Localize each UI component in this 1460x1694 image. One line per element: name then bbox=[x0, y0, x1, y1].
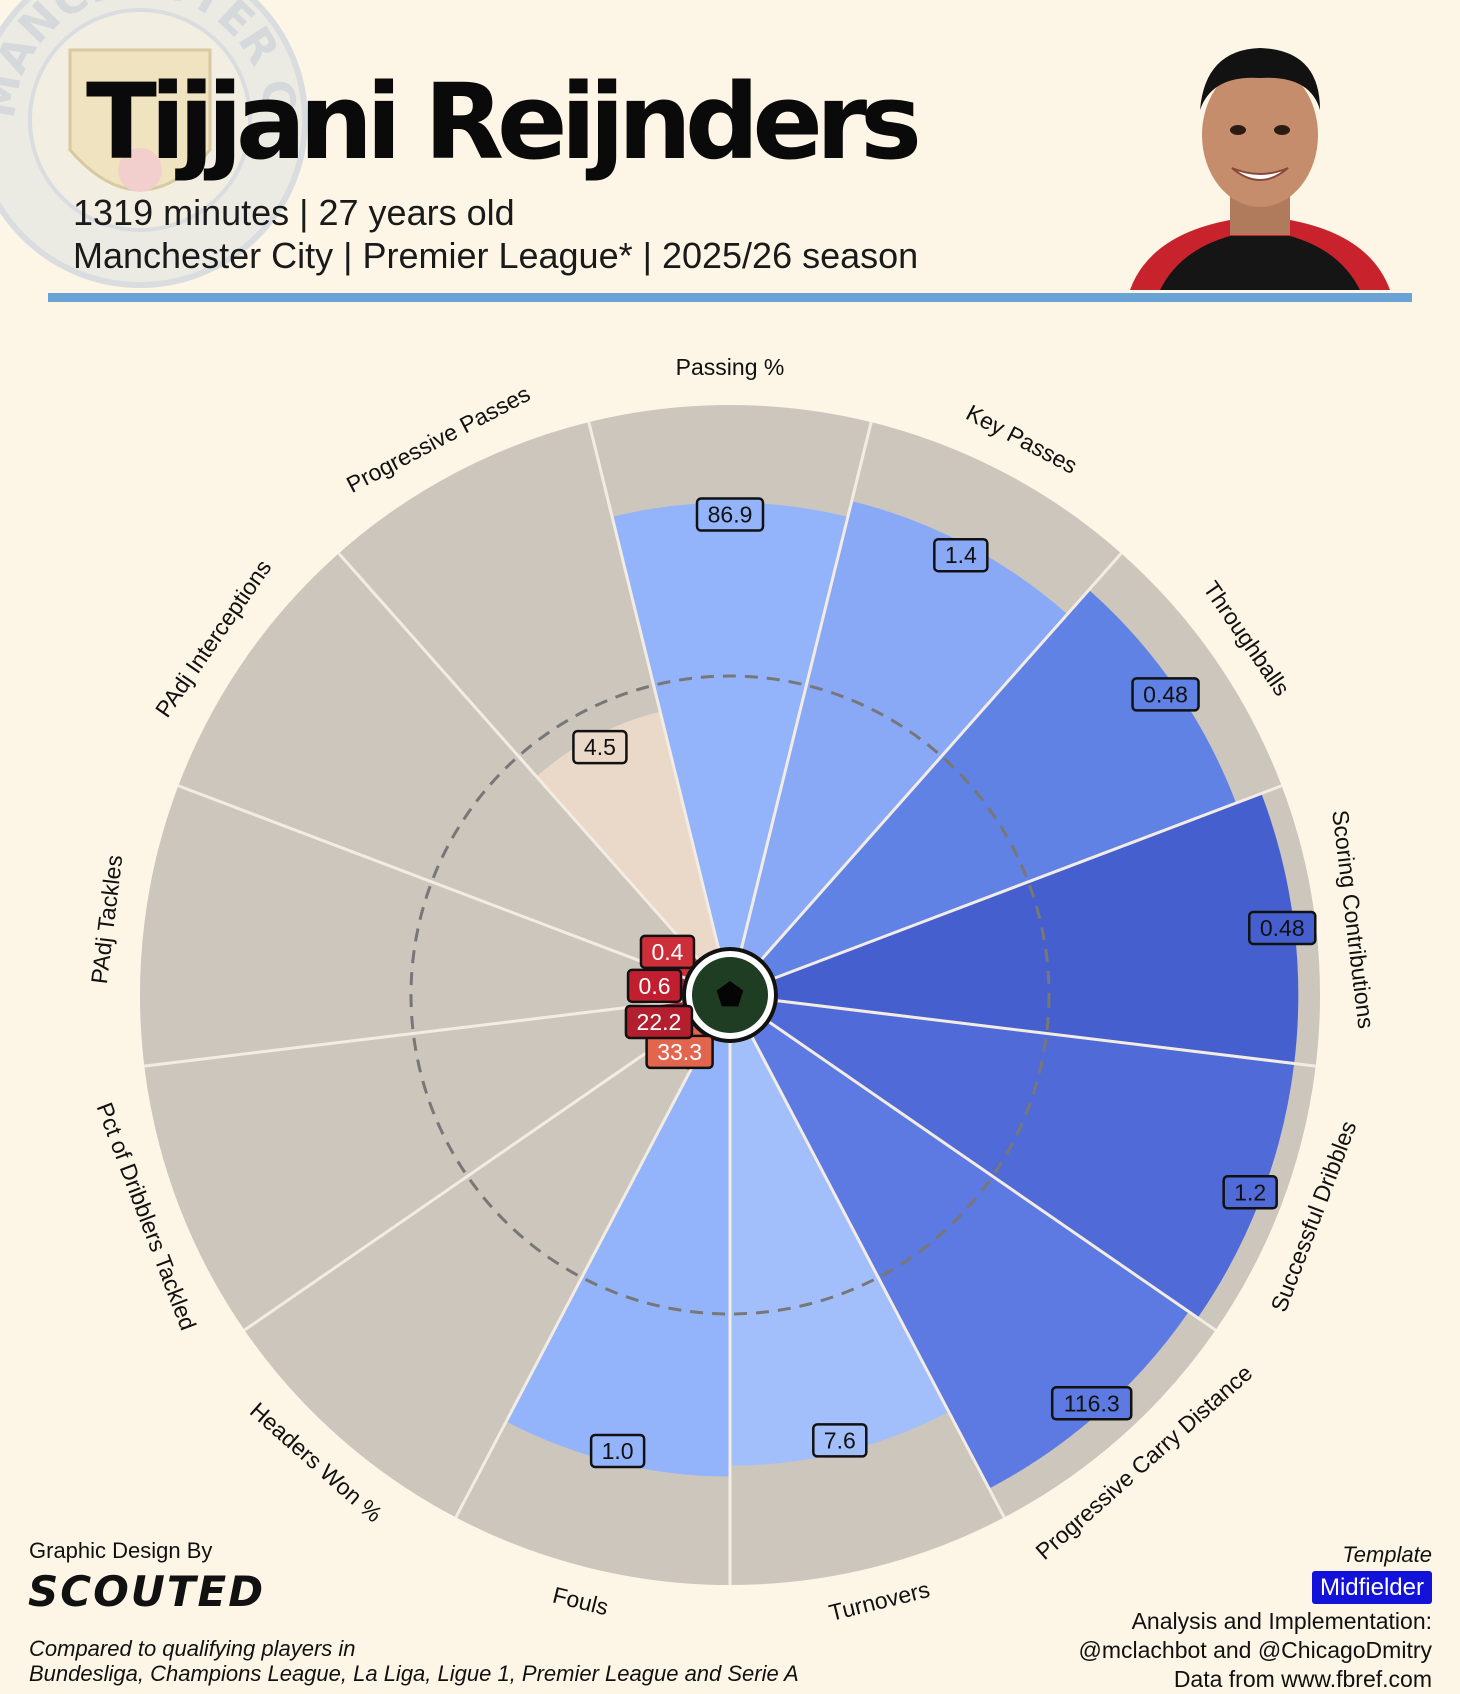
value-box-progressive-passes: 4.5 bbox=[572, 729, 628, 765]
comparison-note-line2: Bundesliga, Champions League, La Liga, L… bbox=[29, 1661, 799, 1686]
slice-separator bbox=[144, 999, 683, 1068]
value-label-padj-interceptions: 0.4 bbox=[651, 939, 683, 965]
value-box-padj-interceptions: 0.4 bbox=[639, 934, 696, 970]
value-label-progressive-carry-distance: 116.3 bbox=[1064, 1390, 1120, 1416]
slice-separator bbox=[337, 552, 700, 961]
value-box-frame bbox=[626, 968, 683, 1004]
data-source: Data from www.fbref.com bbox=[1173, 1666, 1432, 1692]
metric-label-fouls: Fouls bbox=[550, 1582, 611, 1621]
design-credit: Graphic Design By bbox=[29, 1538, 213, 1563]
slice-value-layer bbox=[506, 501, 1299, 1489]
value-box-layer: 86.9 1.4 0.48 0.48 1.2 116.3 7.6 1.0 33.3 22.2 0.6… bbox=[572, 497, 1317, 1469]
slice-separator bbox=[768, 1021, 1217, 1332]
slice-value-fouls bbox=[506, 1037, 730, 1477]
value-box-passing: 86.9 bbox=[695, 497, 765, 532]
slice-value-progressive-carry-distance bbox=[752, 1022, 1189, 1489]
value-label-passing: 86.9 bbox=[708, 502, 753, 528]
slice-background-padj-interceptions bbox=[178, 553, 699, 978]
value-label-progressive-passes: 4.5 bbox=[584, 734, 616, 760]
template-badge: Midfielder bbox=[1311, 1571, 1432, 1604]
slice-separator bbox=[774, 784, 1283, 980]
slice-background-padj-tackles bbox=[140, 785, 686, 1067]
value-box-frame bbox=[1222, 1175, 1278, 1210]
value-box-frame bbox=[933, 537, 989, 573]
slice-value-key-passes bbox=[741, 501, 1068, 960]
metric-label-passing: Passing % bbox=[676, 354, 785, 380]
scouted-logo: SCOUTED bbox=[28, 1567, 266, 1616]
metric-label-padj-tackles: PAdj Tackles bbox=[86, 853, 127, 985]
credits-block: Template Midfielder Analysis and Impleme… bbox=[1078, 1540, 1433, 1694]
value-box-successful-dribbles: 1.2 bbox=[1222, 1175, 1278, 1210]
value-box-progressive-carry-distance: 116.3 bbox=[1050, 1386, 1133, 1421]
value-box-frame bbox=[1131, 677, 1200, 712]
club-crest-watermark: MANCHESTER CITY bbox=[0, 0, 308, 288]
template-label: Template bbox=[1342, 1542, 1432, 1567]
slice-separator bbox=[243, 1021, 692, 1332]
slice-separator-layer bbox=[144, 421, 1316, 1585]
slice-value-throughballs bbox=[761, 589, 1237, 978]
analysis-credit-line2: @mclachbot and @ChicagoDmitry bbox=[1078, 1637, 1433, 1663]
value-label-successful-dribbles: 1.2 bbox=[1234, 1179, 1266, 1205]
player-name: Tijjani Reijnders bbox=[86, 61, 922, 183]
value-box-frame bbox=[695, 497, 765, 532]
slice-separator bbox=[740, 421, 873, 949]
slice-separator bbox=[454, 1036, 710, 1519]
comparison-note-line1: Compared to qualifying players in bbox=[29, 1636, 356, 1661]
value-box-frame bbox=[639, 934, 696, 970]
player-photo bbox=[1130, 48, 1390, 290]
slice-value-successful-dribbles bbox=[769, 1000, 1295, 1318]
value-label-throughballs: 0.48 bbox=[1143, 681, 1188, 707]
slice-value-turnovers bbox=[730, 1037, 949, 1466]
value-box-headers-won: 33.3 bbox=[645, 1034, 714, 1070]
value-box-turnovers: 7.6 bbox=[812, 1423, 868, 1458]
value-box-frame bbox=[572, 729, 628, 765]
value-label-scoring-contributions: 0.48 bbox=[1260, 915, 1305, 941]
slice-value-progressive-passes bbox=[536, 711, 719, 960]
slice-value-scoring-contributions bbox=[774, 793, 1299, 1064]
slice-background-headers-won bbox=[244, 1022, 708, 1518]
slice-background-pct-of-dribblers-tackled bbox=[144, 1000, 691, 1331]
slice-value-passing bbox=[612, 502, 848, 949]
slice-separator bbox=[587, 421, 720, 949]
club-league-season: Manchester City | Premier League* | 2025… bbox=[73, 235, 919, 276]
slice-separator bbox=[750, 1036, 1006, 1519]
median-ring bbox=[409, 674, 1051, 1316]
slice-separator bbox=[760, 552, 1123, 961]
value-box-key-passes: 1.4 bbox=[933, 537, 989, 573]
slice-separator bbox=[777, 999, 1316, 1068]
value-box-frame bbox=[624, 1004, 694, 1040]
value-label-pct-of-dribblers-tackled: 22.2 bbox=[637, 1009, 682, 1035]
player-minutes-age: 1319 minutes | 27 years old bbox=[73, 192, 515, 233]
metric-label-scoring-contributions: Scoring Contributions bbox=[1327, 809, 1379, 1030]
value-box-pct-of-dribblers-tackled: 22.2 bbox=[624, 1004, 694, 1040]
value-label-turnovers: 7.6 bbox=[824, 1427, 856, 1453]
analysis-credit-line1: Analysis and Implementation: bbox=[1131, 1608, 1432, 1634]
value-box-scoring-contributions: 0.48 bbox=[1248, 910, 1317, 946]
value-box-throughballs: 0.48 bbox=[1131, 677, 1200, 712]
header-divider bbox=[48, 293, 1412, 302]
value-box-frame bbox=[589, 1433, 646, 1469]
value-label-key-passes: 1.4 bbox=[945, 542, 977, 568]
value-box-frame bbox=[1050, 1386, 1133, 1421]
football-icon bbox=[682, 947, 778, 1043]
value-label-fouls: 1.0 bbox=[602, 1438, 634, 1464]
metric-label-turnovers: Turnovers bbox=[826, 1576, 932, 1626]
value-label-padj-tackles: 0.6 bbox=[639, 973, 671, 999]
value-box-frame bbox=[812, 1423, 868, 1458]
value-box-padj-tackles: 0.6 bbox=[626, 968, 683, 1004]
value-box-fouls: 1.0 bbox=[589, 1433, 646, 1469]
value-box-frame bbox=[1248, 910, 1317, 946]
slice-separator bbox=[177, 784, 686, 980]
value-label-headers-won: 33.3 bbox=[657, 1039, 702, 1065]
